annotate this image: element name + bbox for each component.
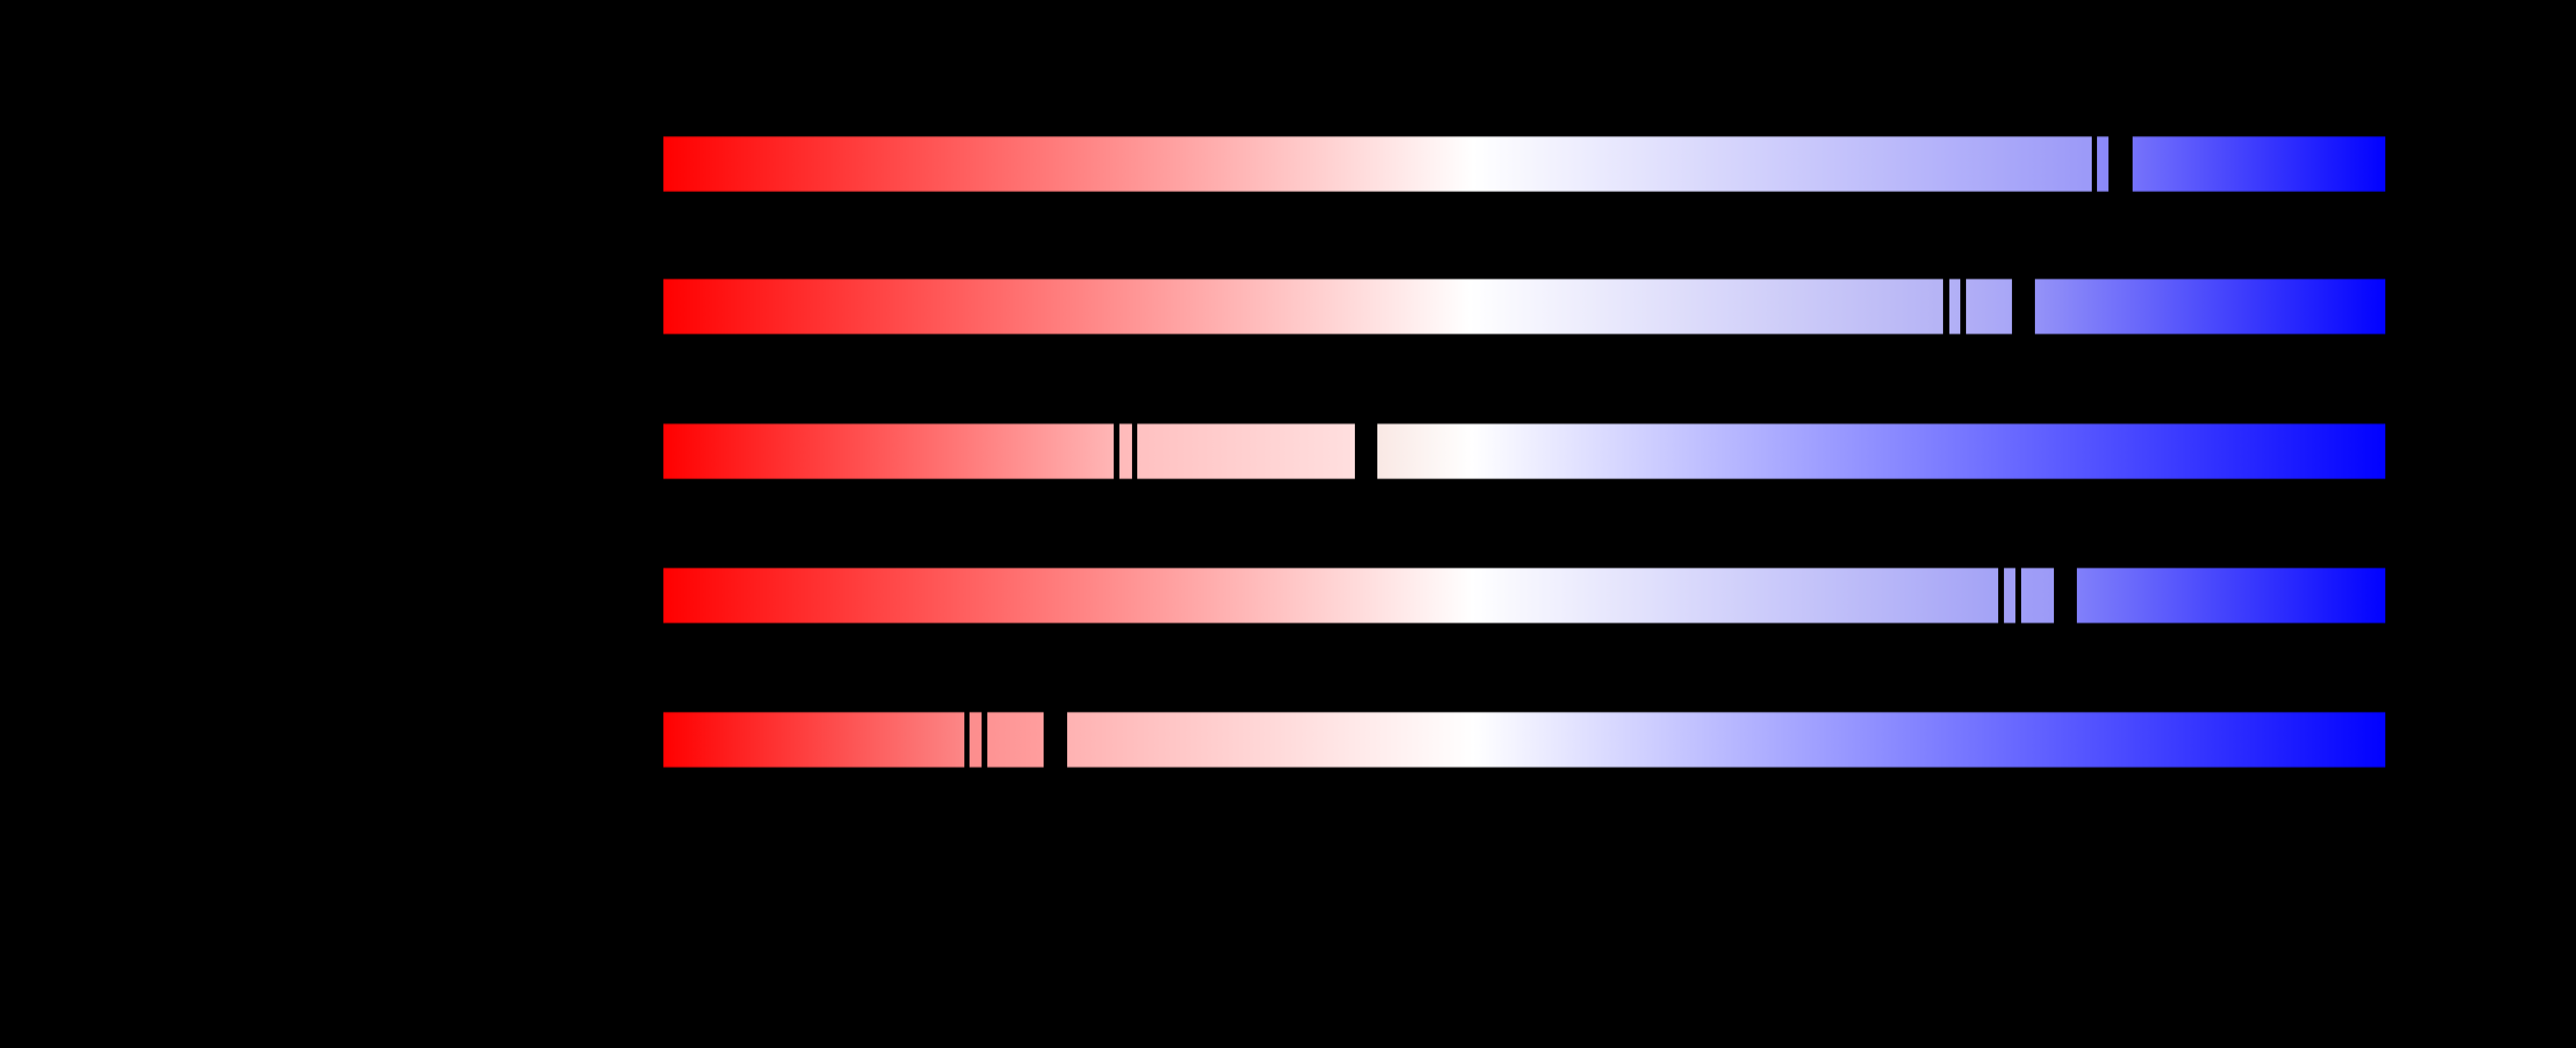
breakpoint-tick <box>964 712 970 768</box>
breakpoint-gap <box>1355 423 1377 479</box>
breakpoint-tick <box>1960 279 1966 334</box>
bar-segment <box>2097 136 2108 192</box>
bar-segment <box>1965 279 2013 334</box>
gradient-bar-3 <box>663 423 2385 479</box>
bar-segment <box>1377 423 2385 479</box>
bar-segment <box>970 712 982 768</box>
bar-segment <box>1137 423 1355 479</box>
breakpoint-gap <box>2053 568 2077 623</box>
bar-segment <box>1119 423 1133 479</box>
bar-segment <box>2132 136 2385 192</box>
breakpoint-tick <box>2015 568 2021 623</box>
bar-segment <box>2034 279 2385 334</box>
bar-segment <box>663 568 1999 623</box>
bar-segment <box>663 423 1114 479</box>
breakpoint-tick <box>1132 423 1138 479</box>
bar-segment <box>663 279 1944 334</box>
bar-segment <box>1949 279 1961 334</box>
bar-segment <box>2076 568 2385 623</box>
bar-segment <box>2003 568 2016 623</box>
breakpoint-tick <box>1998 568 2004 623</box>
gradient-bar-5 <box>663 712 2385 768</box>
breakpoint-gap <box>1043 712 1068 768</box>
breakpoint-tick <box>1113 423 1119 479</box>
bar-segment <box>663 712 965 768</box>
breakpoint-tick <box>1943 279 1949 334</box>
breakpoint-gap <box>2012 279 2035 334</box>
gradient-bar-2 <box>663 279 2385 334</box>
bar-segment <box>663 136 2092 192</box>
gradient-bar-1 <box>663 136 2385 192</box>
gradient-bar-4 <box>663 568 2385 623</box>
breakpoint-gap <box>2108 136 2133 192</box>
bar-segment <box>987 712 1044 768</box>
breakpoint-tick <box>982 712 987 768</box>
bar-segment <box>2021 568 2054 623</box>
bar-segment <box>1067 712 2385 768</box>
breakpoint-tick <box>2091 136 2098 192</box>
